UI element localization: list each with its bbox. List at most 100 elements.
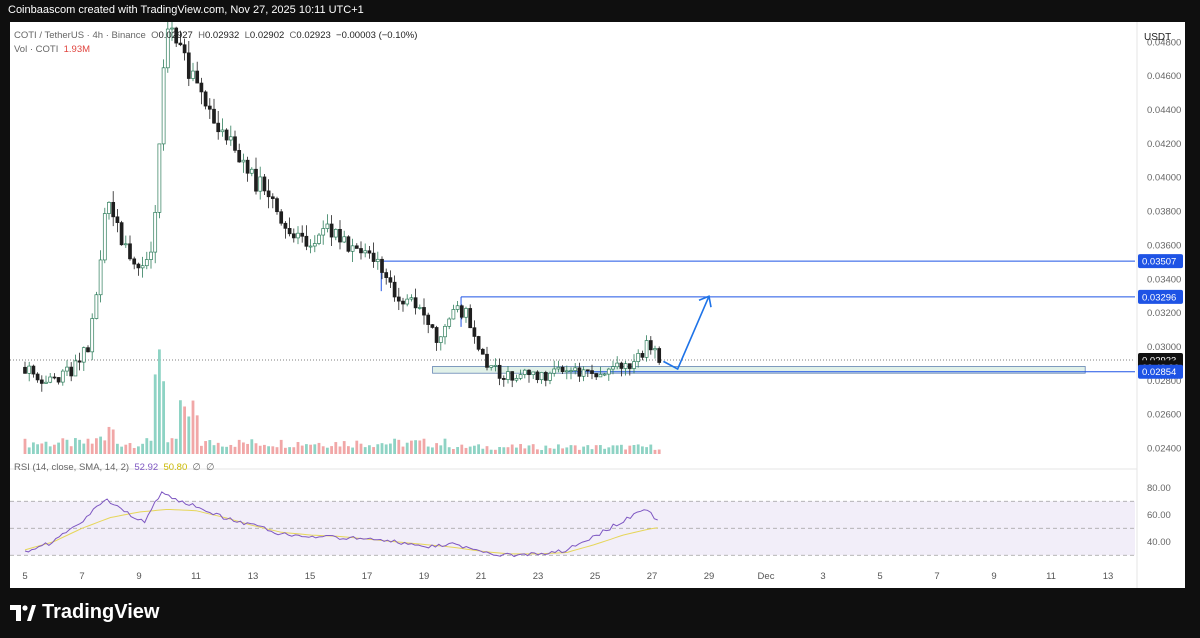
price-tag-1: 0.03296 xyxy=(1138,289,1183,304)
volume-bar xyxy=(586,445,590,454)
volume-bar xyxy=(384,444,388,454)
chart-panel[interactable]: 0.04800 0.04600 0.04400 0.04200 0.04000 0.038… xyxy=(10,22,1185,588)
candle-body xyxy=(434,327,439,343)
volume-bar xyxy=(397,439,401,454)
candle-body xyxy=(367,250,372,254)
chart-canvas[interactable]: 0.04800 0.04600 0.04400 0.04200 0.04000 0.038… xyxy=(10,22,1185,588)
x-tick-label: 11 xyxy=(191,571,201,582)
x-tick-label: 13 xyxy=(1103,571,1114,582)
candle-body xyxy=(522,369,527,375)
x-tick-label: Dec xyxy=(758,571,775,582)
volume-bar xyxy=(414,440,417,454)
volume-bar xyxy=(57,442,60,454)
candle-body xyxy=(438,336,443,343)
price-tag-label: 0.03507 xyxy=(1142,257,1176,268)
volume-bar xyxy=(69,446,73,454)
candle-body xyxy=(77,360,82,363)
volume-bar xyxy=(624,449,627,454)
candle-body xyxy=(27,365,32,374)
volume-bar xyxy=(347,446,350,454)
volume-bar xyxy=(389,443,392,454)
volume-value: 1.93M xyxy=(63,44,91,55)
volume-bar xyxy=(544,445,548,454)
volume-bar xyxy=(326,447,329,454)
candle-body xyxy=(195,70,200,84)
candle-body xyxy=(178,42,183,46)
candle-body xyxy=(430,324,435,328)
candle-body xyxy=(497,364,502,379)
candle-body xyxy=(140,265,145,269)
volume-bar xyxy=(32,442,35,454)
candle-body xyxy=(531,371,536,376)
volume-bar xyxy=(229,444,233,454)
candle-body xyxy=(518,374,523,379)
x-tick-label: 9 xyxy=(136,571,141,582)
candle-body xyxy=(35,373,40,381)
volume-bar xyxy=(111,429,115,454)
candle-body xyxy=(594,373,599,378)
volume-bar xyxy=(494,449,497,454)
candle-body xyxy=(485,353,489,368)
candle-body xyxy=(81,347,86,363)
candle-body xyxy=(107,201,111,214)
volume-bar xyxy=(431,447,434,454)
price-tick-label: 0.03400 xyxy=(1147,274,1181,285)
candle-body xyxy=(535,371,540,381)
volume-bar xyxy=(334,442,338,454)
candle-body xyxy=(86,347,90,353)
x-tick-label: 13 xyxy=(248,571,259,582)
volume-bar xyxy=(342,441,346,454)
volume-bar xyxy=(502,447,506,454)
candle-body xyxy=(476,336,481,350)
volume-bar xyxy=(498,447,501,454)
volume-bar xyxy=(271,446,275,454)
footer xyxy=(0,588,1200,638)
candle-body xyxy=(422,307,426,316)
volume-bar xyxy=(611,445,615,454)
volume-bar xyxy=(536,449,539,454)
volume-bar xyxy=(48,446,52,454)
candle-body xyxy=(39,379,44,384)
candle-body xyxy=(493,364,498,367)
volume-bar xyxy=(36,444,39,454)
volume-bar xyxy=(607,447,611,454)
candle-body xyxy=(60,370,65,383)
rsi-legend: RSI (14, close, SMA, 14, 2) 52.92 50.80 … xyxy=(14,462,214,473)
tradingview-logo[interactable]: TradingView xyxy=(10,601,159,624)
volume-bar xyxy=(221,446,224,454)
price-tick-label: 0.03000 xyxy=(1147,342,1181,353)
volume-bar xyxy=(191,400,195,454)
volume-bar xyxy=(548,448,552,454)
rsi-tick-label: 40.00 xyxy=(1147,537,1171,548)
x-tick-label: 29 xyxy=(704,571,715,582)
candle-body xyxy=(371,252,376,262)
currency-label[interactable]: USDT xyxy=(1144,32,1172,43)
candle-body xyxy=(258,176,263,192)
volume-bar xyxy=(74,438,77,454)
volume-bar xyxy=(53,444,56,454)
x-tick-label: 9 xyxy=(991,571,996,582)
support-zone xyxy=(432,366,1086,374)
candle-body xyxy=(300,232,305,237)
price-tag-bg xyxy=(1138,254,1183,269)
volume-bar xyxy=(653,449,657,454)
candle-body xyxy=(506,371,510,380)
candle-body xyxy=(296,232,300,239)
candle-body xyxy=(165,28,170,69)
volume-bar xyxy=(162,381,165,454)
volume-bar xyxy=(187,416,191,454)
candle-body xyxy=(380,258,384,273)
price-tag-4: 0.02854 xyxy=(1138,364,1183,379)
volume-bar xyxy=(258,445,262,454)
symbol-legend: COTI / TetherUS · 4h · Binance O0.02927 … xyxy=(14,30,417,41)
volume-bar xyxy=(620,444,623,454)
candle-body xyxy=(501,378,506,380)
volume-bar xyxy=(510,444,514,454)
open-value: 0.02927 xyxy=(158,30,193,41)
candle-body xyxy=(602,373,607,376)
volume-bar xyxy=(124,444,128,454)
volume-bar xyxy=(561,448,564,454)
change-value: −0.00003 (−0.10%) xyxy=(336,30,418,41)
volume-bar xyxy=(464,447,468,454)
volume-bar xyxy=(195,415,199,454)
